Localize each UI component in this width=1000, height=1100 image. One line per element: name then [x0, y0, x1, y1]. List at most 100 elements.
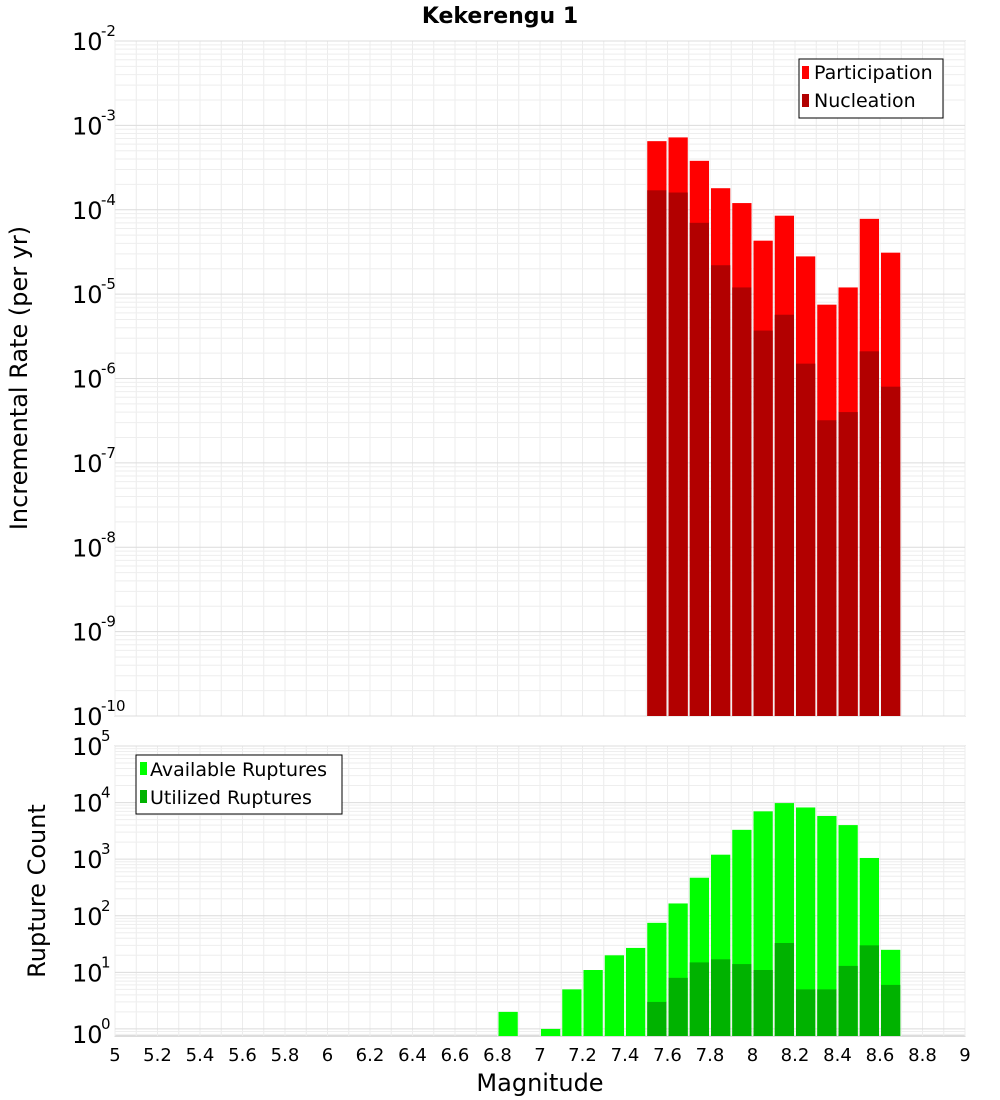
available-ruptures-bar	[583, 970, 603, 1036]
y-tick-exponent: -2	[101, 22, 116, 40]
x-tick-label: 8.8	[908, 1045, 937, 1066]
nucleation-bar	[732, 287, 752, 716]
count-legend-box	[135, 754, 343, 815]
y-tick-exponent: -9	[101, 613, 116, 631]
utilized-ruptures-bar	[732, 964, 752, 1036]
available-swatch	[140, 762, 147, 775]
nucleation-bar	[689, 222, 709, 716]
y-tick-exponent: -4	[101, 191, 116, 209]
x-tick-label: 5.6	[228, 1045, 257, 1066]
count-legend: Available Ruptures Utilized Ruptures	[135, 754, 343, 815]
y-tick-exponent: 0	[101, 1015, 111, 1033]
x-tick-label: 9	[959, 1045, 970, 1066]
y-tick-exponent: 4	[101, 784, 111, 802]
available-ruptures-bar	[817, 815, 837, 1036]
y-tick-base: 10	[72, 534, 103, 562]
y-tick-exponent: -3	[101, 106, 116, 124]
x-axis-label: Magnitude	[476, 1069, 603, 1097]
y-tick-exponent: 2	[101, 897, 111, 915]
y-tick-exponent: -6	[101, 360, 116, 378]
available-ruptures-bar	[541, 1028, 561, 1036]
available-legend-label: Available Ruptures	[150, 759, 327, 781]
count-y-axis-label: Rupture Count	[23, 804, 51, 978]
count-bars	[498, 803, 901, 1036]
y-tick-exponent: -10	[101, 697, 126, 715]
y-tick-base: 10	[72, 619, 103, 647]
participation-legend-label: Participation	[814, 62, 933, 84]
nucleation-bar	[859, 351, 879, 716]
nucleation-bar	[796, 363, 816, 716]
utilized-ruptures-bar	[647, 1001, 667, 1036]
x-tick-label: 7.2	[568, 1045, 597, 1066]
y-tick-base: 10	[72, 112, 103, 140]
nucleation-bar	[647, 190, 667, 716]
y-tick-exponent: -5	[101, 275, 116, 293]
x-tick-label: 6	[322, 1045, 333, 1066]
y-tick-base: 10	[72, 366, 103, 394]
rate-bars	[647, 137, 901, 717]
y-tick-base: 10	[72, 703, 103, 731]
rate-y-axis-label: Incremental Rate (per yr)	[5, 226, 33, 530]
utilized-ruptures-bar	[796, 989, 816, 1036]
nucleation-bar	[668, 192, 688, 717]
y-tick-base: 10	[72, 733, 103, 761]
x-tick-label: 7	[534, 1045, 545, 1066]
x-tick-label: 5	[109, 1045, 120, 1066]
x-tick-label: 7.6	[653, 1045, 682, 1066]
x-tick-label: 6.6	[441, 1045, 470, 1066]
y-tick-exponent: 5	[101, 727, 111, 745]
x-tick-label: 5.2	[143, 1045, 172, 1066]
x-tick-label: 8	[747, 1045, 758, 1066]
y-tick-base: 10	[72, 1021, 103, 1049]
nucleation-bar	[774, 314, 794, 716]
utilized-swatch	[140, 790, 147, 803]
x-tick-label: 8.4	[823, 1045, 852, 1066]
rate-legend-box	[798, 58, 944, 119]
y-tick-base: 10	[72, 197, 103, 225]
utilized-legend-label: Utilized Ruptures	[150, 787, 312, 809]
nucleation-bar	[753, 330, 773, 716]
y-tick-base: 10	[72, 28, 103, 56]
rate-legend: Participation Nucleation	[798, 58, 944, 119]
utilized-ruptures-bar	[859, 945, 879, 1036]
nucleation-bar	[838, 412, 858, 716]
y-tick-base: 10	[72, 450, 103, 478]
participation-swatch	[802, 66, 809, 79]
utilized-ruptures-bar	[668, 977, 688, 1036]
utilized-ruptures-bar	[711, 959, 731, 1036]
nucleation-bar	[711, 265, 731, 716]
x-tick-label: 8.6	[866, 1045, 895, 1066]
nucleation-bar	[817, 420, 837, 716]
nucleation-bar	[881, 386, 901, 716]
x-tick-label: 8.2	[781, 1045, 810, 1066]
x-tick-label: 6.8	[483, 1045, 512, 1066]
nucleation-swatch	[802, 94, 809, 107]
y-tick-base: 10	[72, 846, 103, 874]
nucleation-legend-label: Nucleation	[814, 90, 916, 112]
y-tick-exponent: 3	[101, 840, 111, 858]
chart-title: Kekerengu 1	[422, 4, 578, 29]
y-tick-exponent: -8	[101, 528, 116, 546]
available-ruptures-bar	[626, 947, 646, 1036]
y-tick-base: 10	[72, 790, 103, 818]
available-ruptures-bar	[562, 989, 582, 1036]
available-ruptures-bar	[796, 807, 816, 1036]
x-tick-label: 6.2	[356, 1045, 385, 1066]
utilized-ruptures-bar	[838, 965, 858, 1036]
available-ruptures-bar	[498, 1011, 518, 1036]
available-ruptures-bar	[604, 955, 624, 1036]
utilized-ruptures-bar	[817, 989, 837, 1036]
rate-grid	[114, 40, 966, 717]
y-tick-base: 10	[72, 903, 103, 931]
utilized-ruptures-bar	[774, 943, 794, 1036]
x-tick-label: 5.8	[271, 1045, 300, 1066]
utilized-ruptures-bar	[753, 970, 773, 1036]
y-tick-exponent: -7	[101, 444, 116, 462]
magnitude-x-ticks: 5 5.2 5.4 5.6 5.8 6 6.2 6.4 6.6 6.8 7 7.2 7.4 7.6 7.8 8…	[109, 1045, 970, 1066]
utilized-ruptures-bar	[881, 984, 901, 1036]
x-tick-label: 7.8	[696, 1045, 725, 1066]
x-tick-label: 7.4	[611, 1045, 640, 1066]
